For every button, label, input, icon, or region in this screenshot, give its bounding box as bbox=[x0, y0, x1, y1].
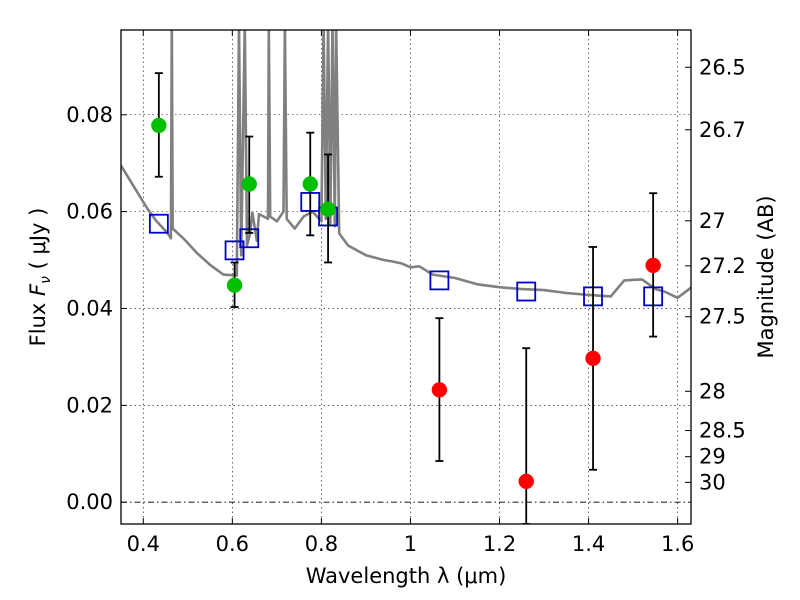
y-tick-label: 0.02 bbox=[66, 393, 113, 417]
x-tick-label: 0.8 bbox=[305, 532, 338, 556]
magnitude-tick-label: 28 bbox=[699, 379, 726, 403]
model-photometry-square bbox=[429, 270, 450, 291]
x-tick-label: 0.4 bbox=[127, 532, 160, 556]
magnitude-tick-label: 26.7 bbox=[699, 118, 746, 142]
magnitude-tick-label: 26.5 bbox=[699, 55, 746, 79]
x-tick-label: 0.6 bbox=[216, 532, 249, 556]
nondetection-point bbox=[518, 473, 534, 490]
y-axis-label-symbol: F bbox=[26, 283, 50, 296]
axis-ticks: 0.4 0.6 0.8 1 1.2 1.4 1.6 0.00 0.02 0.04 0.06 0.08 2… bbox=[66, 30, 746, 556]
model-photometry-square bbox=[516, 281, 537, 302]
model-photometry-square bbox=[224, 240, 245, 261]
model-sed-line bbox=[121, 30, 691, 300]
detection-point bbox=[320, 201, 336, 217]
x-tick-label: 1 bbox=[404, 532, 417, 556]
detection-point bbox=[302, 176, 319, 192]
nondetection-point bbox=[585, 350, 601, 367]
y-tick-label: 0.08 bbox=[66, 103, 113, 127]
detection-point bbox=[151, 117, 167, 134]
x-tick-label: 1.2 bbox=[483, 532, 516, 556]
y-axis-label: Flux Fν ( μJy ) bbox=[26, 208, 54, 347]
magnitude-tick-label: 27 bbox=[699, 209, 726, 233]
x-axis-label: Wavelength λ (μm) bbox=[306, 564, 507, 588]
plot-area bbox=[121, 30, 691, 524]
y-tick-label: 0.04 bbox=[66, 296, 113, 320]
magnitude-tick-label: 27.2 bbox=[699, 254, 746, 278]
y-axis-label-prefix: Flux bbox=[26, 296, 50, 346]
magnitude-tick-label: 29 bbox=[699, 445, 726, 469]
y-tick-label: 0.00 bbox=[66, 490, 113, 514]
y-axis-label-subscript: ν bbox=[38, 276, 54, 284]
x-tick-label: 1.6 bbox=[661, 532, 694, 556]
magnitude-tick-label: 27.5 bbox=[699, 305, 746, 329]
nondetection-point bbox=[431, 382, 448, 398]
grid-lines bbox=[121, 30, 691, 524]
magnitude-axis-label: Magnitude (AB) bbox=[754, 195, 778, 358]
plot-frame bbox=[120, 29, 692, 525]
x-tick-label: 1.4 bbox=[572, 532, 605, 556]
y-axis-label-suffix: ( μJy ) bbox=[26, 208, 50, 276]
detection-point bbox=[241, 176, 257, 192]
magnitude-tick-label: 30 bbox=[699, 470, 726, 494]
y-tick-label: 0.06 bbox=[66, 200, 113, 224]
detection-point bbox=[226, 277, 243, 293]
model-photometry-square bbox=[148, 213, 169, 234]
nondetection-point bbox=[645, 257, 661, 274]
magnitude-tick-label: 28.5 bbox=[699, 419, 746, 443]
